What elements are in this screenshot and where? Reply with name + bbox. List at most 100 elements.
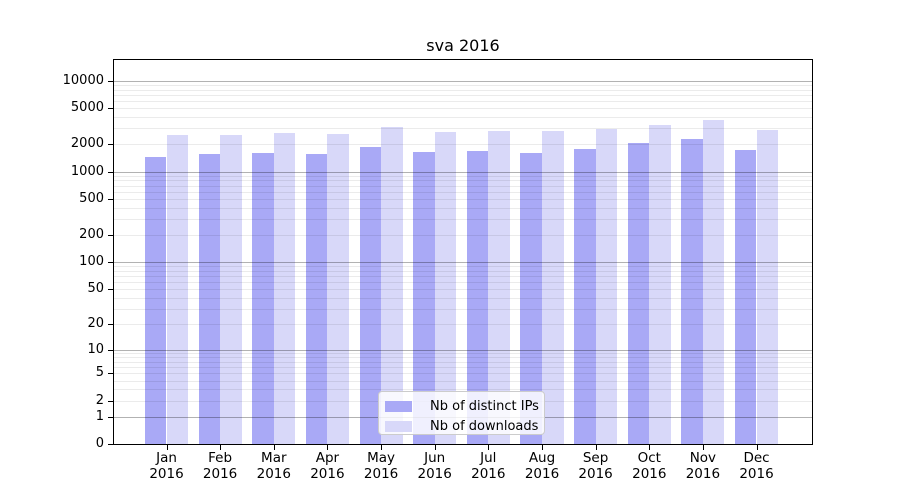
bar-feb-downloads bbox=[220, 134, 242, 444]
y-tick-label: 50 bbox=[87, 281, 104, 296]
x-tick-month: Oct bbox=[637, 450, 661, 466]
x-tick-month: Nov bbox=[689, 450, 717, 466]
x-tick-year: 2016 bbox=[685, 465, 721, 482]
bar-nov-downloads bbox=[702, 119, 725, 444]
chart-title: sva 2016 bbox=[426, 36, 500, 55]
bar-mar-distinct-ips bbox=[252, 152, 274, 444]
bar-mar-downloads bbox=[273, 133, 296, 444]
bar-dec-distinct-ips bbox=[734, 149, 757, 444]
y-tick bbox=[108, 198, 114, 200]
y-tick-label: 500 bbox=[79, 190, 104, 206]
bar-jun-distinct-ips bbox=[413, 151, 435, 444]
y-tick bbox=[108, 289, 114, 290]
minor-gridline bbox=[114, 89, 812, 91]
minor-gridline bbox=[114, 94, 812, 96]
y-tick-label: 200 bbox=[79, 226, 104, 242]
x-tick-label: Jan 2016 bbox=[135, 450, 199, 482]
x-tick bbox=[220, 445, 222, 450]
bar-feb-distinct-ips bbox=[198, 154, 221, 444]
bar-apr-downloads bbox=[327, 134, 349, 444]
bar-oct-downloads bbox=[649, 124, 671, 444]
x-tick bbox=[381, 445, 383, 450]
x-tick bbox=[488, 445, 490, 450]
x-tick-year: 2016 bbox=[363, 465, 399, 482]
x-tick-month: Mar bbox=[261, 450, 287, 466]
y-tick-label: 0 bbox=[95, 436, 104, 451]
x-tick-month: Jul bbox=[480, 450, 497, 466]
plot-area bbox=[113, 59, 813, 445]
legend-entry-distinct-ips: Nb of distinct IPs bbox=[385, 399, 539, 414]
x-tick-label: Dec 2016 bbox=[725, 450, 789, 482]
bar-jun-downloads bbox=[434, 132, 457, 444]
y-tick bbox=[108, 416, 114, 418]
legend: Nb of distinct IPs Nb of downloads bbox=[378, 391, 545, 435]
x-tick-month: Feb bbox=[208, 450, 233, 466]
y-tick-label: 100 bbox=[79, 254, 104, 269]
x-tick-year: 2016 bbox=[471, 465, 506, 482]
bar-dec-downloads bbox=[756, 130, 779, 444]
y-tick-label: 10000 bbox=[62, 72, 104, 88]
x-tick-month: Apr bbox=[315, 450, 340, 466]
x-tick-label: Nov 2016 bbox=[671, 450, 735, 482]
x-tick-label: Jun 2016 bbox=[403, 450, 467, 482]
y-tick-label: 1 bbox=[95, 408, 104, 424]
y-tick bbox=[108, 400, 114, 402]
x-tick-month: Aug bbox=[528, 450, 556, 466]
y-tick-label: 2 bbox=[95, 392, 104, 408]
x-tick-month: Jan bbox=[156, 450, 177, 466]
x-tick bbox=[327, 445, 329, 450]
y-tick bbox=[108, 349, 114, 351]
x-tick-year: 2016 bbox=[739, 465, 774, 482]
minor-gridline bbox=[114, 117, 812, 118]
x-tick bbox=[595, 445, 597, 450]
x-tick-month: Dec bbox=[743, 450, 770, 466]
x-tick-year: 2016 bbox=[632, 465, 667, 482]
bar-nov-distinct-ips bbox=[681, 138, 703, 444]
x-tick-year: 2016 bbox=[149, 465, 184, 482]
y-tick bbox=[108, 144, 114, 146]
x-tick-label: Mar 2016 bbox=[242, 450, 306, 482]
minor-gridline bbox=[114, 108, 812, 110]
y-tick bbox=[108, 234, 114, 236]
y-tick bbox=[108, 444, 114, 445]
y-tick bbox=[108, 80, 114, 82]
x-tick-year: 2016 bbox=[310, 465, 345, 482]
bar-jan-distinct-ips bbox=[144, 156, 167, 444]
y-tick bbox=[108, 373, 114, 375]
y-tick-label: 2000 bbox=[70, 136, 104, 152]
y-tick bbox=[108, 324, 114, 325]
y-tick bbox=[108, 262, 114, 263]
x-tick-year: 2016 bbox=[202, 465, 238, 482]
major-gridline bbox=[114, 80, 812, 82]
bar-may-downloads bbox=[381, 126, 403, 444]
x-tick-label: Feb 2016 bbox=[188, 450, 252, 482]
bar-apr-distinct-ips bbox=[305, 153, 328, 444]
x-tick bbox=[649, 445, 651, 450]
y-tick-label: 20 bbox=[87, 316, 104, 331]
bar-jul-distinct-ips bbox=[466, 150, 489, 444]
bar-sep-distinct-ips bbox=[574, 149, 596, 444]
y-tick-label: 1000 bbox=[70, 163, 104, 179]
x-tick-month: Sep bbox=[582, 450, 609, 466]
bar-oct-distinct-ips bbox=[627, 143, 650, 444]
bar-may-distinct-ips bbox=[359, 147, 382, 444]
legend-label-downloads: Nb of downloads bbox=[430, 418, 539, 434]
x-tick-label: May 2016 bbox=[349, 450, 413, 482]
x-tick bbox=[273, 445, 275, 450]
x-tick-year: 2016 bbox=[417, 465, 452, 482]
legend-entry-downloads: Nb of downloads bbox=[385, 418, 539, 434]
x-tick-year: 2016 bbox=[524, 465, 560, 482]
minor-gridline bbox=[114, 85, 812, 86]
bar-jan-downloads bbox=[166, 134, 189, 444]
x-tick-label: Oct 2016 bbox=[617, 450, 681, 482]
bar-aug-downloads bbox=[542, 130, 564, 444]
bar-aug-distinct-ips bbox=[520, 152, 542, 444]
x-tick bbox=[166, 445, 168, 450]
x-tick-label: Aug 2016 bbox=[510, 450, 574, 482]
legend-swatch-downloads bbox=[385, 420, 412, 432]
x-tick bbox=[542, 445, 543, 450]
y-tick-label: 5 bbox=[95, 365, 104, 381]
y-tick bbox=[108, 108, 114, 110]
minor-gridline bbox=[114, 101, 812, 102]
